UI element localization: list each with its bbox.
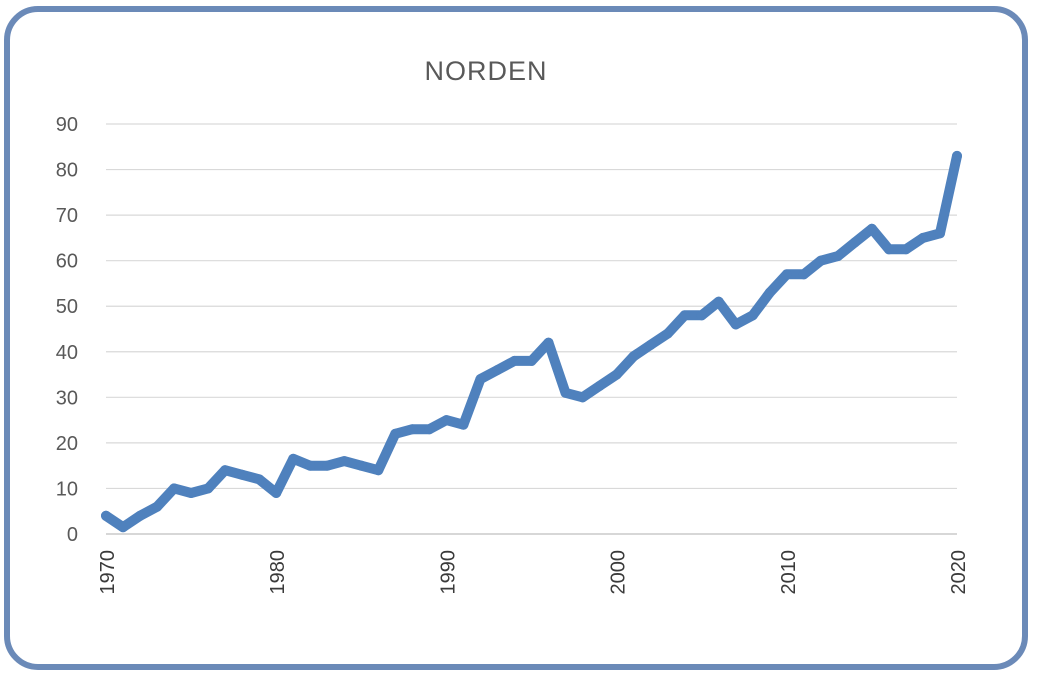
y-tick-label: 80 (56, 160, 78, 182)
data-point (594, 380, 605, 391)
data-point (679, 310, 690, 321)
data-point (798, 269, 809, 280)
data-point (509, 355, 520, 366)
data-point (424, 424, 435, 435)
data-point (934, 228, 945, 239)
data-point (458, 419, 469, 430)
data-point (747, 310, 758, 321)
y-tick-label: 20 (56, 433, 78, 455)
data-point (254, 474, 265, 485)
x-tick-label: 2000 (608, 550, 630, 595)
data-point (407, 424, 418, 435)
data-point (373, 465, 384, 476)
y-tick-label: 10 (56, 478, 78, 500)
data-point (952, 150, 962, 161)
data-point (730, 319, 741, 330)
data-point (883, 244, 894, 255)
x-tick-label: 2010 (778, 550, 800, 595)
data-point (662, 328, 673, 339)
y-tick-label: 30 (56, 387, 78, 409)
data-point (135, 510, 146, 521)
data-point (322, 460, 333, 471)
data-point (339, 456, 350, 467)
data-point (645, 339, 656, 350)
data-point (390, 428, 401, 439)
data-point (543, 337, 554, 348)
x-tick-label: 2020 (948, 550, 970, 595)
y-tick-label: 90 (56, 114, 78, 136)
data-point (628, 351, 639, 362)
x-axis-ticks: 1970 1980 1990 2000 2010 2020 (97, 550, 970, 595)
data-point (560, 387, 571, 398)
data-point (526, 355, 537, 366)
data-point (118, 522, 129, 533)
data-point (492, 365, 503, 375)
y-tick-label: 60 (56, 251, 78, 273)
y-axis-ticks: 0 10 20 30 40 50 60 70 80 90 (56, 114, 78, 546)
data-point (441, 415, 452, 426)
data-point (203, 483, 214, 494)
data-point (271, 488, 282, 498)
data-point (713, 296, 724, 307)
data-point (917, 232, 928, 243)
data-point (356, 460, 367, 471)
data-point (237, 469, 248, 480)
y-tick-label: 0 (67, 524, 78, 546)
chart-frame (4, 6, 1028, 670)
data-point (832, 251, 843, 262)
data-point (305, 460, 316, 471)
data-point (900, 244, 911, 255)
data-point (764, 287, 775, 298)
y-tick-label: 70 (56, 205, 78, 227)
data-point (220, 465, 231, 476)
data-point (169, 483, 180, 494)
series-line-0 (101, 150, 962, 533)
y-tick-label: 50 (56, 296, 78, 318)
data-point (815, 255, 826, 266)
x-tick-label: 1970 (97, 550, 119, 595)
data-point (288, 453, 299, 464)
data-point (186, 488, 197, 498)
y-tick-label: 40 (56, 342, 78, 364)
data-point (849, 237, 860, 248)
data-point (866, 223, 877, 234)
series-layer (101, 150, 962, 533)
x-tick-label: 1980 (267, 550, 289, 595)
x-tick-label: 1990 (437, 550, 459, 595)
data-point (577, 392, 588, 403)
data-point (101, 510, 111, 521)
data-point (475, 374, 486, 385)
data-point (152, 501, 163, 512)
data-point (696, 310, 707, 321)
data-point (781, 269, 792, 280)
chart-title: NORDEN (424, 56, 547, 86)
data-point (611, 369, 622, 380)
